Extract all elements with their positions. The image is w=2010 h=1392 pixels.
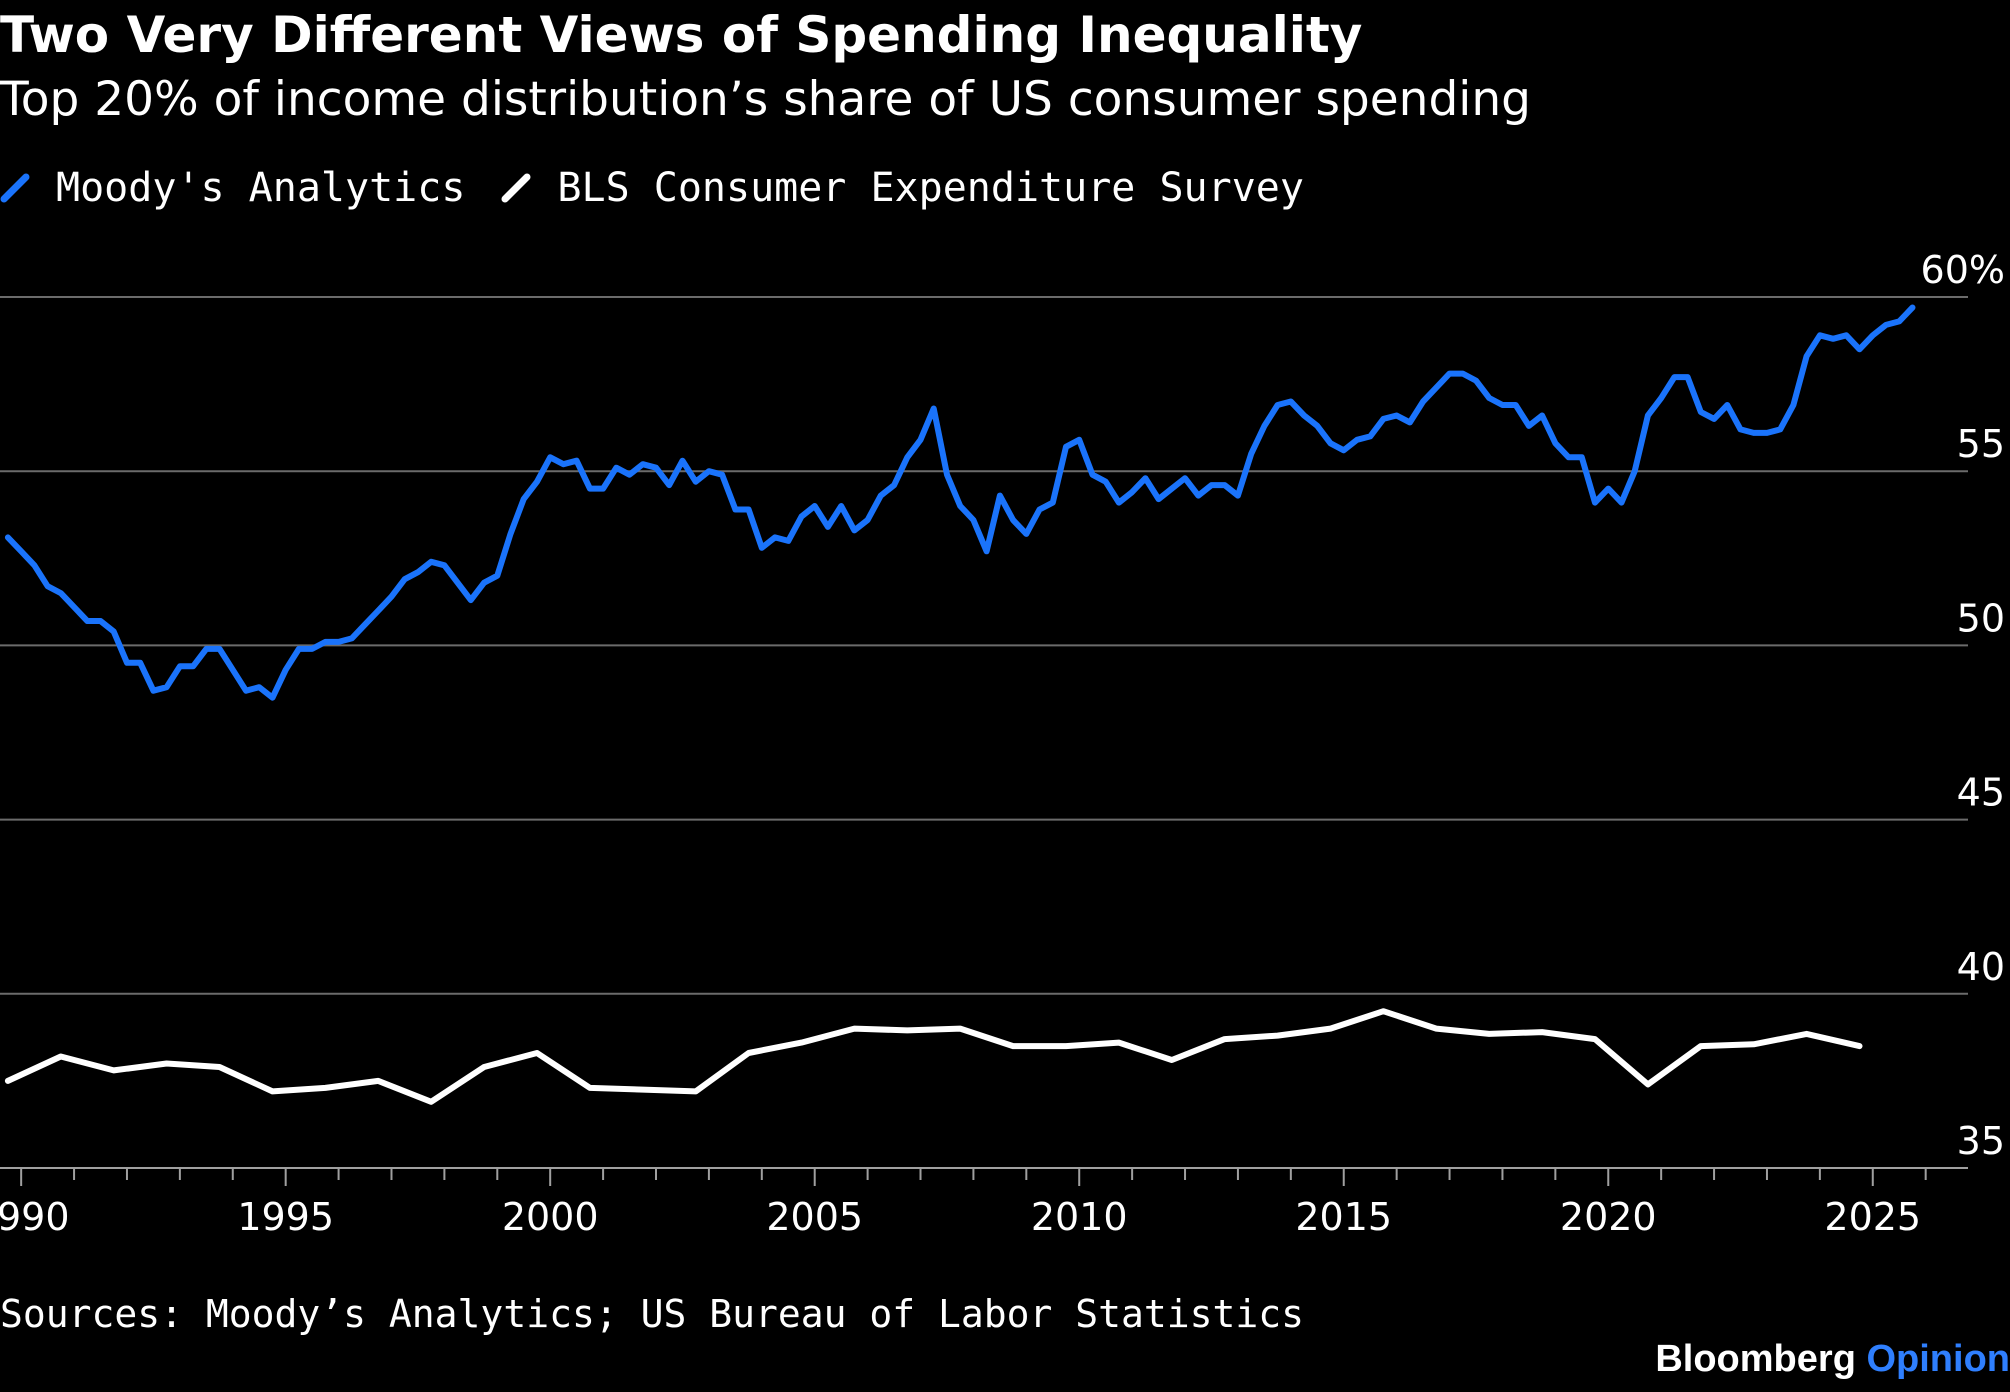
x-tick-label-2005: 2005	[766, 1195, 863, 1239]
y-tick-label-60: 60%	[1921, 248, 2005, 292]
gridlines	[0, 296, 1968, 995]
x-tick-label-2010: 2010	[1031, 1195, 1128, 1239]
x-tick-label-2000: 2000	[502, 1195, 599, 1239]
series-lines	[4, 304, 1916, 1105]
brand-logo: Bloomberg Opinion	[1655, 1338, 2010, 1381]
legend-item-moodys: Moody's Analytics	[0, 165, 465, 211]
chart-legend: Moody's Analytics BLS Consumer Expenditu…	[0, 162, 1340, 214]
legend-swatch-moodys-stroke	[0, 173, 30, 203]
legend-label-bls: BLS Consumer Expenditure Survey	[557, 165, 1304, 211]
sources-note: Sources: Moody’s Analytics; US Bureau of…	[0, 1292, 1305, 1336]
x-axis: 1990 1995 2000 2005 2010 2015 2020 2025	[0, 1167, 1968, 1239]
legend-swatch-bls-stroke	[501, 173, 531, 203]
y-tick-label-40: 40	[1957, 945, 2005, 989]
y-axis-tick-labels: 60% 55 50 45 40 35	[1921, 248, 2005, 1163]
legend-swatch-moodys-icon	[0, 173, 30, 203]
legend-swatch-bls-icon	[501, 173, 531, 203]
y-tick-label-45: 45	[1957, 771, 2005, 815]
legend-item-bls: BLS Consumer Expenditure Survey	[501, 165, 1304, 211]
y-tick-label-55: 55	[1957, 422, 2005, 466]
series-line-moodys	[4, 304, 1916, 701]
brand-name: Bloomberg	[1655, 1338, 1856, 1380]
chart-title: Two Very Different Views of Spending Ine…	[0, 6, 1363, 64]
legend-label-moodys: Moody's Analytics	[56, 165, 466, 211]
x-tick-label-2015: 2015	[1295, 1195, 1392, 1239]
x-tick-label-2020: 2020	[1560, 1195, 1657, 1239]
series-line-bls	[4, 1008, 1863, 1105]
x-tick-label-2025: 2025	[1824, 1195, 1921, 1239]
y-tick-label-50: 50	[1957, 596, 2005, 640]
y-tick-label-35: 35	[1957, 1119, 2005, 1163]
x-tick-label-1995: 1995	[237, 1195, 334, 1239]
chart-subtitle: Top 20% of income distribution’s share o…	[0, 72, 1531, 127]
x-tick-label-1990: 1990	[0, 1195, 70, 1239]
brand-accent: Opinion	[1866, 1338, 2010, 1380]
